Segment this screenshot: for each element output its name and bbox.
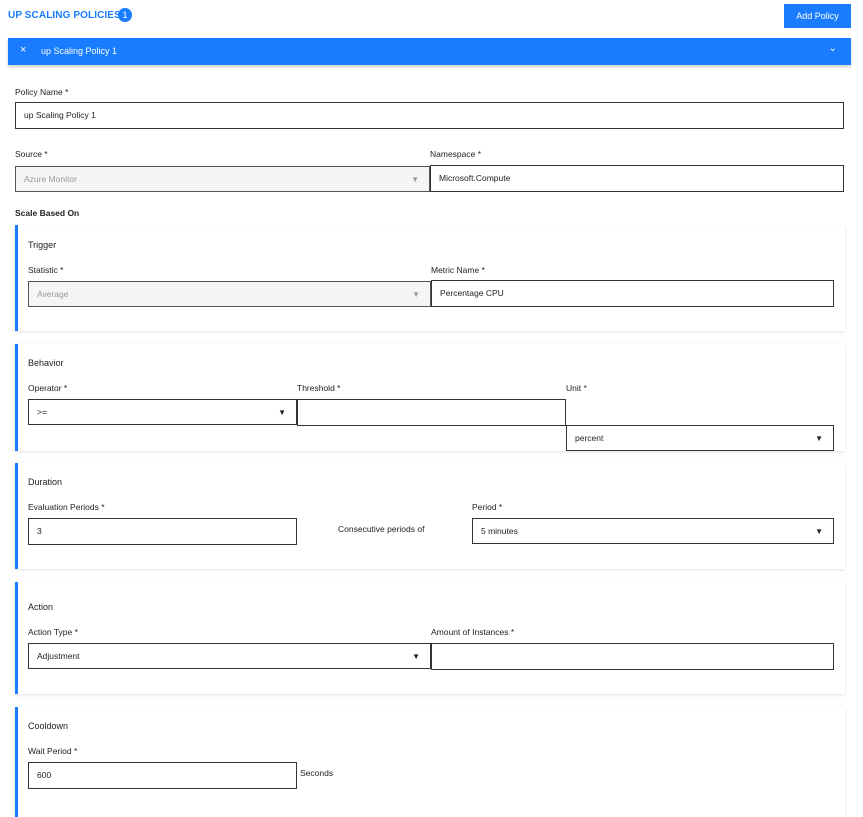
policy-count-badge: 1 [118, 8, 132, 22]
cooldown-card: Cooldown Wait Period * 600 Seconds [15, 707, 845, 817]
dropdown-arrow-icon: ▼ [278, 408, 286, 417]
unit-value: percent [575, 433, 604, 443]
dropdown-arrow-icon: ▼ [815, 527, 823, 536]
duration-title: Duration [28, 477, 63, 487]
seconds-text: Seconds [300, 768, 334, 778]
operator-label: Operator * [28, 383, 68, 393]
source-label: Source * [15, 149, 48, 159]
period-select[interactable]: 5 minutes ▼ [472, 518, 834, 544]
scale-based-on-label: Scale Based On [15, 208, 80, 218]
action-card: Action Action Type * Adjustment ▼ Amount … [15, 582, 845, 694]
dropdown-arrow-icon: ▼ [412, 652, 420, 661]
policy-accordion-header[interactable]: × up Scaling Policy 1 ⌄ [8, 38, 851, 65]
close-icon[interactable]: × [20, 44, 27, 56]
policy-name-label: Policy Name * [15, 87, 69, 97]
statistic-value: Average [37, 289, 69, 299]
amount-of-instances-label: Amount of Instances * [431, 627, 515, 637]
namespace-input[interactable]: Microsoft.Compute [430, 165, 844, 192]
wait-period-label: Wait Period * [28, 746, 78, 756]
unit-select[interactable]: percent ▼ [566, 425, 834, 451]
evaluation-periods-label: Evaluation Periods * [28, 502, 105, 512]
page-title: UP SCALING POLICIES [8, 10, 121, 21]
action-type-value: Adjustment [37, 651, 80, 661]
behavior-card: Behavior Operator * >= ▼ Threshold * Unit… [15, 344, 845, 451]
evaluation-periods-input[interactable]: 3 [28, 518, 297, 545]
add-policy-button[interactable]: Add Policy [784, 4, 851, 28]
wait-period-input[interactable]: 600 [28, 762, 297, 789]
trigger-card: Trigger Statistic * Average ▼ Metric Name… [15, 225, 845, 331]
action-title: Action [28, 602, 54, 612]
operator-select[interactable]: >= ▼ [28, 399, 297, 425]
threshold-input[interactable] [297, 399, 566, 426]
statistic-label: Statistic * [28, 265, 64, 275]
behavior-title: Behavior [28, 358, 64, 368]
dropdown-arrow-icon: ▼ [412, 290, 420, 299]
dropdown-arrow-icon: ▼ [815, 434, 823, 443]
threshold-label: Threshold * [297, 383, 341, 393]
trigger-title: Trigger [28, 240, 57, 250]
dropdown-arrow-icon: ▼ [411, 175, 419, 184]
action-type-label: Action Type * [28, 627, 78, 637]
metric-name-input[interactable]: Percentage CPU [431, 280, 834, 307]
policy-accordion-title: up Scaling Policy 1 [41, 46, 118, 56]
period-value: 5 minutes [481, 526, 518, 536]
source-value: Azure Monitor [24, 174, 77, 184]
consecutive-periods-text: Consecutive periods of [338, 524, 425, 534]
statistic-select[interactable]: Average ▼ [28, 281, 431, 307]
period-label: Period * [472, 502, 503, 512]
action-type-select[interactable]: Adjustment ▼ [28, 643, 431, 669]
duration-card: Duration Evaluation Periods * 3 Consecut… [15, 463, 845, 569]
unit-label: Unit * [566, 383, 587, 393]
amount-of-instances-input[interactable] [431, 643, 834, 670]
cooldown-title: Cooldown [28, 721, 69, 731]
namespace-label: Namespace * [430, 149, 482, 159]
chevron-down-icon[interactable]: ⌄ [828, 43, 837, 54]
operator-value: >= [37, 407, 47, 417]
policy-name-input[interactable]: up Scaling Policy 1 [15, 102, 844, 129]
source-select[interactable]: Azure Monitor ▼ [15, 166, 430, 192]
metric-name-label: Metric Name * [431, 265, 485, 275]
